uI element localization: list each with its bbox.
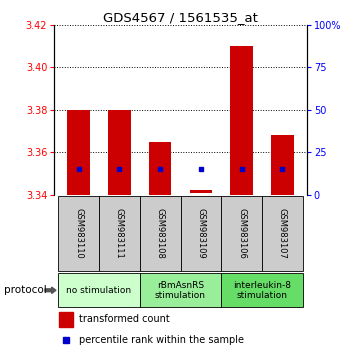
- Text: interleukin-8
stimulation: interleukin-8 stimulation: [233, 281, 291, 300]
- FancyBboxPatch shape: [221, 273, 303, 307]
- Text: GSM983108: GSM983108: [156, 208, 165, 259]
- Text: GSM983107: GSM983107: [278, 208, 287, 259]
- Text: GSM983106: GSM983106: [237, 208, 246, 259]
- Title: GDS4567 / 1561535_at: GDS4567 / 1561535_at: [103, 11, 258, 24]
- Bar: [59, 312, 73, 327]
- FancyBboxPatch shape: [180, 196, 221, 271]
- Text: protocol: protocol: [4, 285, 46, 295]
- Text: percentile rank within the sample: percentile rank within the sample: [79, 335, 244, 345]
- FancyBboxPatch shape: [140, 196, 180, 271]
- Text: GSM983111: GSM983111: [115, 208, 124, 259]
- Text: transformed count: transformed count: [79, 314, 170, 325]
- Bar: [108, 110, 131, 195]
- FancyBboxPatch shape: [58, 196, 99, 271]
- Bar: [149, 142, 171, 195]
- Bar: [68, 110, 90, 195]
- FancyBboxPatch shape: [58, 273, 140, 307]
- Bar: [271, 135, 293, 195]
- FancyBboxPatch shape: [221, 196, 262, 271]
- FancyBboxPatch shape: [262, 196, 303, 271]
- FancyBboxPatch shape: [140, 273, 221, 307]
- Text: GSM983109: GSM983109: [196, 208, 205, 259]
- FancyBboxPatch shape: [99, 196, 140, 271]
- Text: GSM983110: GSM983110: [74, 208, 83, 259]
- Text: no stimulation: no stimulation: [66, 286, 131, 295]
- Bar: [230, 46, 253, 195]
- Text: rBmAsnRS
stimulation: rBmAsnRS stimulation: [155, 281, 206, 300]
- Bar: [190, 190, 212, 193]
